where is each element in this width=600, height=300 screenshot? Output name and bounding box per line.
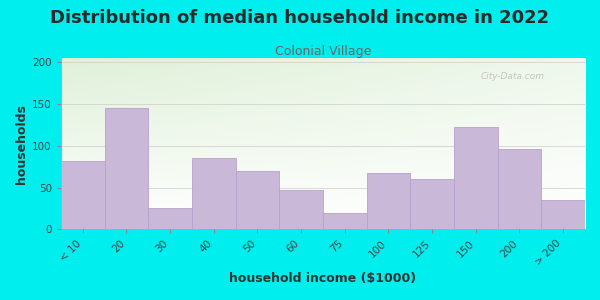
Title: Colonial Village: Colonial Village xyxy=(275,45,371,58)
Bar xyxy=(454,127,497,230)
Bar xyxy=(323,213,367,230)
Text: City-Data.com: City-Data.com xyxy=(480,72,544,81)
Bar xyxy=(410,179,454,230)
Bar xyxy=(367,172,410,230)
Bar xyxy=(148,208,192,230)
Bar xyxy=(104,108,148,230)
Bar xyxy=(280,190,323,230)
Bar xyxy=(192,158,236,230)
Bar xyxy=(61,161,104,230)
Bar xyxy=(541,200,585,230)
Y-axis label: households: households xyxy=(15,104,28,184)
X-axis label: household income ($1000): household income ($1000) xyxy=(229,272,416,285)
Text: Distribution of median household income in 2022: Distribution of median household income … xyxy=(50,9,550,27)
Bar xyxy=(497,149,541,230)
Bar xyxy=(236,171,280,230)
